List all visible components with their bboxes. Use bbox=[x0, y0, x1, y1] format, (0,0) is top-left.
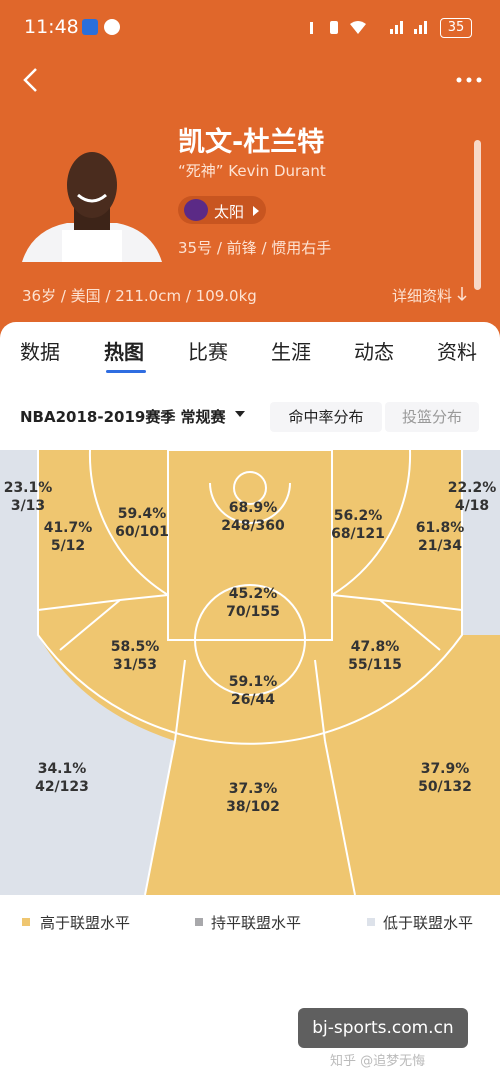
zone-makes: 55/115 bbox=[348, 657, 402, 673]
legend-label: 低于联盟水平 bbox=[383, 914, 474, 932]
zone-makes: 248/360 bbox=[221, 518, 285, 534]
zone-makes: 31/53 bbox=[113, 657, 157, 673]
court-lines bbox=[37, 450, 463, 895]
status-icons bbox=[310, 21, 427, 34]
player-info: 35号 / 前锋 / 惯用右手 bbox=[178, 239, 332, 257]
zone-makes: 3/13 bbox=[11, 498, 45, 514]
zone-percentage: 37.3% bbox=[229, 781, 278, 797]
app-icon bbox=[82, 19, 98, 35]
zone-makes: 26/44 bbox=[231, 692, 275, 708]
zone-percentage: 34.1% bbox=[38, 761, 87, 777]
zone-makes: 70/155 bbox=[226, 604, 280, 620]
zone-percentage: 45.2% bbox=[229, 586, 278, 602]
zone-makes: 5/12 bbox=[51, 538, 85, 554]
watermark-credit: 知乎 @追梦无悔 bbox=[330, 1054, 426, 1069]
zone-makes: 60/101 bbox=[115, 524, 169, 540]
team-arrow bbox=[253, 206, 259, 216]
watermark: bj-sports.com.cn bbox=[298, 1008, 468, 1048]
zone-percentage: 56.2% bbox=[334, 508, 383, 524]
battery: 35 bbox=[440, 18, 472, 38]
zone-below bbox=[0, 635, 175, 895]
zone-percentage: 58.5% bbox=[111, 639, 160, 655]
zone-makes: 38/102 bbox=[226, 799, 280, 815]
details-link[interactable]: 详细资料 bbox=[392, 287, 453, 305]
tab-indicator bbox=[106, 370, 146, 373]
zone-percentage: 23.1% bbox=[4, 480, 53, 496]
player-bio: 36岁 / 美国 / 211.0cm / 109.0kg bbox=[22, 287, 257, 305]
scrollbar bbox=[474, 140, 481, 290]
legend-label: 持平联盟水平 bbox=[211, 914, 302, 932]
tab[interactable]: 比赛 bbox=[188, 340, 228, 364]
zone-makes: 68/121 bbox=[331, 526, 385, 542]
legend-swatch bbox=[195, 918, 203, 926]
player-name: 凯文-杜兰特 bbox=[178, 127, 325, 158]
zone-percentage: 61.8% bbox=[416, 520, 465, 536]
zone-makes: 4/18 bbox=[455, 498, 489, 514]
tab[interactable]: 生涯 bbox=[271, 340, 311, 364]
app-icon bbox=[104, 19, 120, 35]
legend-label: 高于联盟水平 bbox=[40, 914, 131, 932]
zone-percentage: 47.8% bbox=[351, 639, 400, 655]
shot-chart: 23.1% 3/13 41.7% 5/12 59.4% 60/101 68.9% 248/36… bbox=[0, 450, 500, 895]
zone-makes: 21/34 bbox=[418, 538, 462, 554]
zone-percentage: 41.7% bbox=[44, 520, 93, 536]
tab[interactable]: 动态 bbox=[354, 340, 394, 364]
back-button[interactable] bbox=[20, 66, 44, 94]
tab[interactable]: 数据 bbox=[20, 340, 60, 364]
zone-percentage: 22.2% bbox=[448, 480, 497, 496]
team-name[interactable]: 太阳 bbox=[214, 203, 245, 221]
zone-percentage: 68.9% bbox=[229, 500, 278, 516]
zone-percentage: 59.1% bbox=[229, 674, 278, 690]
season-filter[interactable]: NBA2018-2019赛季 常规赛 bbox=[20, 408, 226, 426]
legend-swatch bbox=[22, 918, 30, 926]
team-logo bbox=[184, 199, 208, 221]
zone-makes: 50/132 bbox=[418, 779, 472, 795]
zone-below bbox=[462, 450, 500, 635]
details-arrow bbox=[457, 287, 467, 302]
zone-below bbox=[0, 450, 38, 635]
player-photo bbox=[22, 152, 162, 262]
dropdown-arrow bbox=[235, 411, 245, 417]
distribution-button[interactable]: 投篮分布 bbox=[385, 402, 479, 432]
more-button[interactable] bbox=[455, 76, 485, 84]
time: 11:48 bbox=[24, 16, 79, 38]
zone-makes: 42/123 bbox=[35, 779, 89, 795]
tab[interactable]: 热图 bbox=[104, 340, 144, 364]
accuracy-button[interactable]: 命中率分布 bbox=[270, 402, 382, 432]
legend-swatch bbox=[367, 918, 375, 926]
zone-percentage: 37.9% bbox=[421, 761, 470, 777]
zone-percentage: 59.4% bbox=[118, 506, 167, 522]
player-nickname: “死神” Kevin Durant bbox=[178, 162, 326, 180]
tab[interactable]: 资料 bbox=[437, 340, 477, 364]
